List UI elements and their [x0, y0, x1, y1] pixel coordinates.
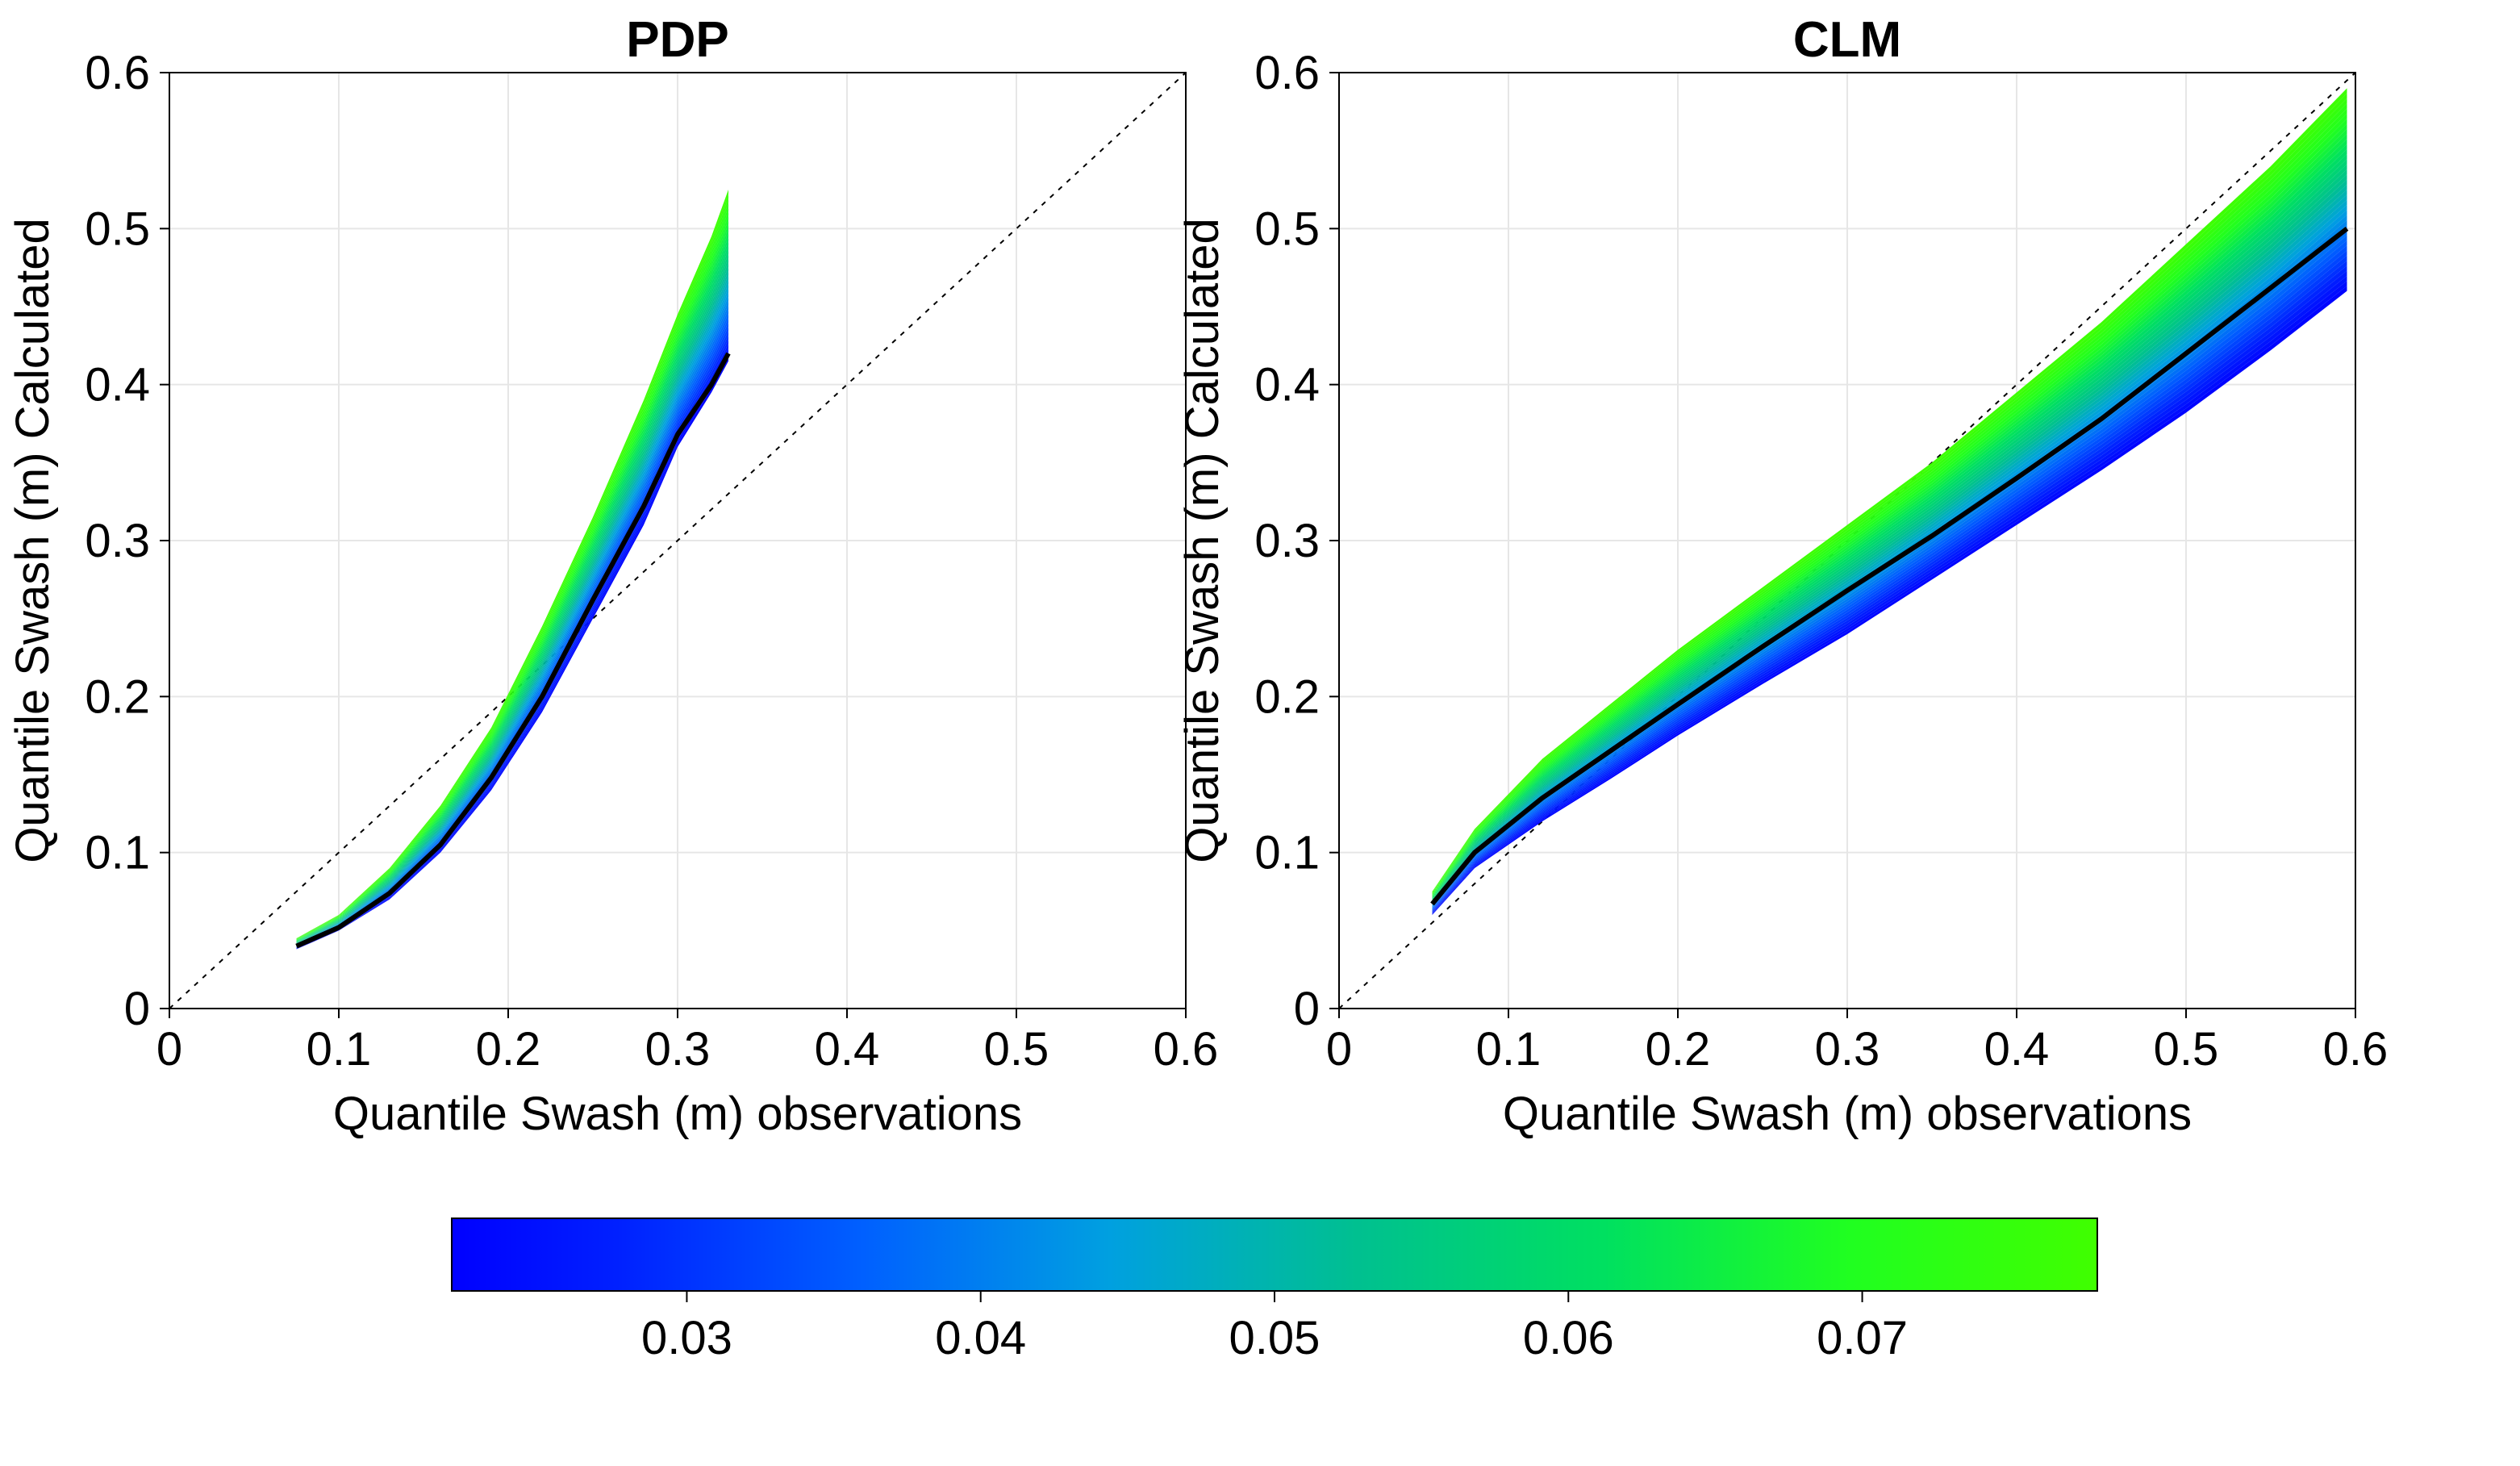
svg-text:0.04: 0.04: [935, 1312, 1026, 1364]
svg-text:0.2: 0.2: [85, 670, 150, 723]
svg-text:Quantile Swash (m) observation: Quantile Swash (m) observations: [333, 1088, 1022, 1140]
svg-text:0: 0: [156, 1023, 182, 1075]
svg-text:0: 0: [124, 983, 150, 1035]
svg-text:0.6: 0.6: [1254, 47, 1320, 99]
svg-text:PDP: PDP: [626, 12, 728, 68]
figure: 0 0.1 0.2 0.3 0.4 0.5 0.6 0 0.1 0.2 0.3 0.4 0.5 0.6 Qu…: [0, 0, 2520, 1466]
svg-text:0.6: 0.6: [2323, 1023, 2389, 1075]
svg-text:0: 0: [1326, 1023, 1352, 1075]
svg-text:0.6: 0.6: [1154, 1023, 1219, 1075]
svg-text:0.2: 0.2: [1646, 1023, 1711, 1075]
svg-text:0.5: 0.5: [984, 1023, 1049, 1075]
svg-text:0.06: 0.06: [1523, 1312, 1614, 1364]
svg-text:CLM: CLM: [1793, 12, 1901, 68]
svg-text:Quantile Swash (m) Calculated: Quantile Swash (m) Calculated: [6, 218, 59, 862]
svg-text:0.1: 0.1: [307, 1023, 372, 1075]
svg-text:0.6: 0.6: [85, 47, 150, 99]
svg-text:0.2: 0.2: [476, 1023, 541, 1075]
svg-text:0.3: 0.3: [1254, 515, 1320, 567]
chart-svg: 0 0.1 0.2 0.3 0.4 0.5 0.6 0 0.1 0.2 0.3 0.4 0.5 0.6 Qu…: [0, 0, 2520, 1466]
svg-text:Quantile Swash (m) Calculated: Quantile Swash (m) Calculated: [1176, 218, 1229, 862]
svg-text:0: 0: [1294, 983, 1320, 1035]
svg-text:0.5: 0.5: [1254, 203, 1320, 255]
svg-text:Quantile Swash (m) observation: Quantile Swash (m) observations: [1503, 1088, 2192, 1140]
svg-text:0.05: 0.05: [1229, 1312, 1320, 1364]
svg-text:0.5: 0.5: [2154, 1023, 2219, 1075]
svg-text:0.4: 0.4: [815, 1023, 880, 1075]
svg-text:0.2: 0.2: [1254, 670, 1320, 723]
svg-text:0.5: 0.5: [85, 203, 150, 255]
svg-text:0.3: 0.3: [85, 515, 150, 567]
svg-text:0.03: 0.03: [641, 1312, 732, 1364]
svg-text:0.1: 0.1: [1254, 827, 1320, 879]
svg-text:0.1: 0.1: [85, 827, 150, 879]
svg-text:0.3: 0.3: [1815, 1023, 1880, 1075]
svg-text:0.07: 0.07: [1817, 1312, 1908, 1364]
svg-text:0.4: 0.4: [1984, 1023, 2050, 1075]
svg-text:0.4: 0.4: [1254, 359, 1320, 411]
svg-text:0.3: 0.3: [645, 1023, 711, 1075]
svg-text:0.4: 0.4: [85, 359, 150, 411]
svg-text:0.1: 0.1: [1476, 1023, 1542, 1075]
